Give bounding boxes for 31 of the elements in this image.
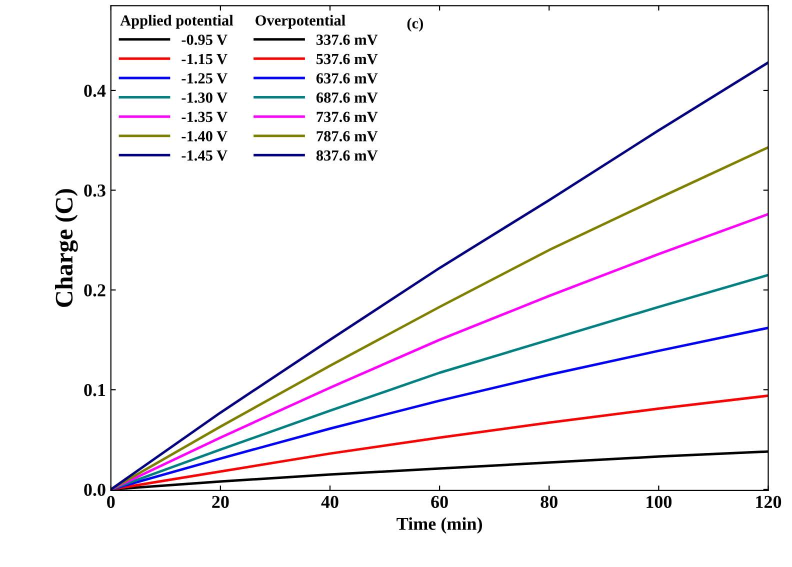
- y-tick-label: 0.2: [84, 284, 106, 296]
- annotation: (c): [407, 18, 423, 32]
- annotation: 637.6 mV: [316, 73, 378, 84]
- x-tick-label: 40: [321, 496, 338, 508]
- legend-label: -1.15 V: [182, 54, 228, 64]
- x-tick-label: 120: [756, 496, 782, 508]
- legend-label: -1.25 V: [182, 73, 228, 84]
- x-tick-label: 20: [212, 496, 229, 508]
- y-tick-label: 0.0: [84, 484, 106, 496]
- legend-label: -0.95 V: [182, 34, 228, 45]
- annotation: 787.6 mV: [316, 131, 378, 142]
- y-tick-label: 0.4: [84, 84, 106, 97]
- annotation: 837.6 mV: [316, 150, 378, 161]
- annotation: 687.6 mV: [316, 92, 378, 103]
- y-tick-label: 0.1: [84, 384, 106, 396]
- legend-label: -1.35 V: [182, 112, 228, 122]
- annotation: 737.6 mV: [316, 112, 378, 122]
- legend-title: Applied potential: [120, 14, 234, 29]
- x-tick-label: 80: [540, 496, 558, 508]
- annotation: 337.6 mV: [316, 34, 378, 45]
- legend-label: -1.30 V: [182, 92, 228, 103]
- x-tick-label: 100: [646, 496, 672, 508]
- y-axis-title: Charge (C): [55, 189, 78, 307]
- legend-label: -1.40 V: [182, 131, 228, 142]
- x-axis-title: Time (min): [396, 517, 482, 534]
- annotation: 537.6 mV: [316, 54, 378, 64]
- x-tick-label: 60: [431, 496, 448, 508]
- legend-label: -1.45 V: [182, 150, 228, 161]
- annotation: Overpotential: [256, 14, 346, 29]
- x-tick-label: 0: [107, 496, 115, 508]
- y-tick-label: 0.3: [84, 184, 106, 197]
